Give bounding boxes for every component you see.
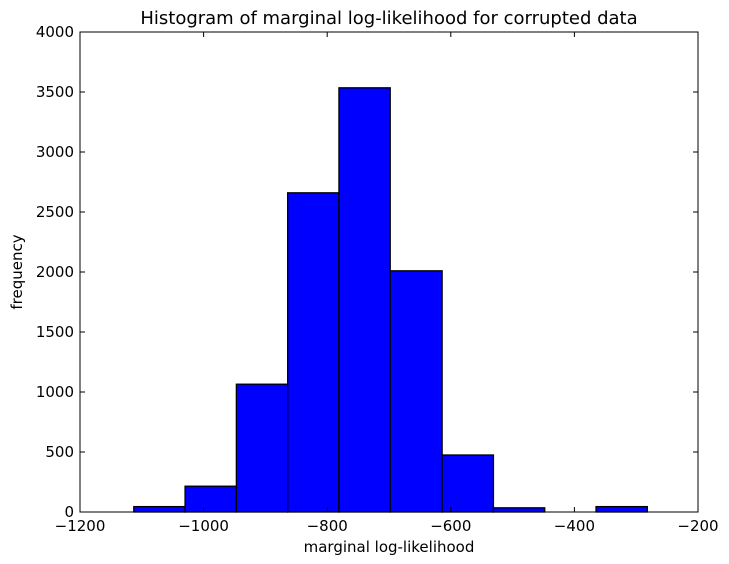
y-tick-label: 3000 (36, 143, 74, 161)
x-tick-label: −400 (554, 517, 595, 535)
y-tick-label: 3500 (36, 83, 74, 101)
x-axis-label: marginal log-likelihood (304, 538, 475, 556)
chart-title: Histogram of marginal log-likelihood for… (140, 8, 637, 29)
x-tick-label: −1000 (178, 517, 229, 535)
x-tick-label: −800 (307, 517, 348, 535)
y-tick-label: 2000 (36, 263, 74, 281)
ticks-group: −1200 −1000 −800 −600 −400 −200 0 500 1000 1500 20… (36, 23, 719, 535)
y-tick-label: 1500 (36, 323, 74, 341)
y-tick-label: 4000 (36, 23, 74, 41)
histogram-bar (389, 270, 443, 513)
y-axis-label: frequency (8, 234, 26, 309)
histogram-bar (184, 485, 238, 513)
bars-group (133, 87, 648, 513)
histogram-bar (595, 505, 648, 513)
x-tick-label: −200 (677, 517, 718, 535)
histogram-bar (492, 507, 546, 513)
y-tick-label: 500 (45, 443, 74, 461)
x-tick-label: −600 (430, 517, 471, 535)
histogram-bar (338, 87, 391, 513)
histogram-bar (286, 192, 340, 513)
x-tick-label: −1200 (55, 517, 106, 535)
y-tick-label: 2500 (36, 203, 74, 221)
y-tick-label: 1000 (36, 383, 74, 401)
histogram-bar (441, 454, 495, 513)
y-tick-label: 0 (64, 503, 74, 521)
plot-frame (79, 31, 699, 513)
histogram-bar (235, 383, 289, 513)
histogram-bar (133, 505, 186, 513)
